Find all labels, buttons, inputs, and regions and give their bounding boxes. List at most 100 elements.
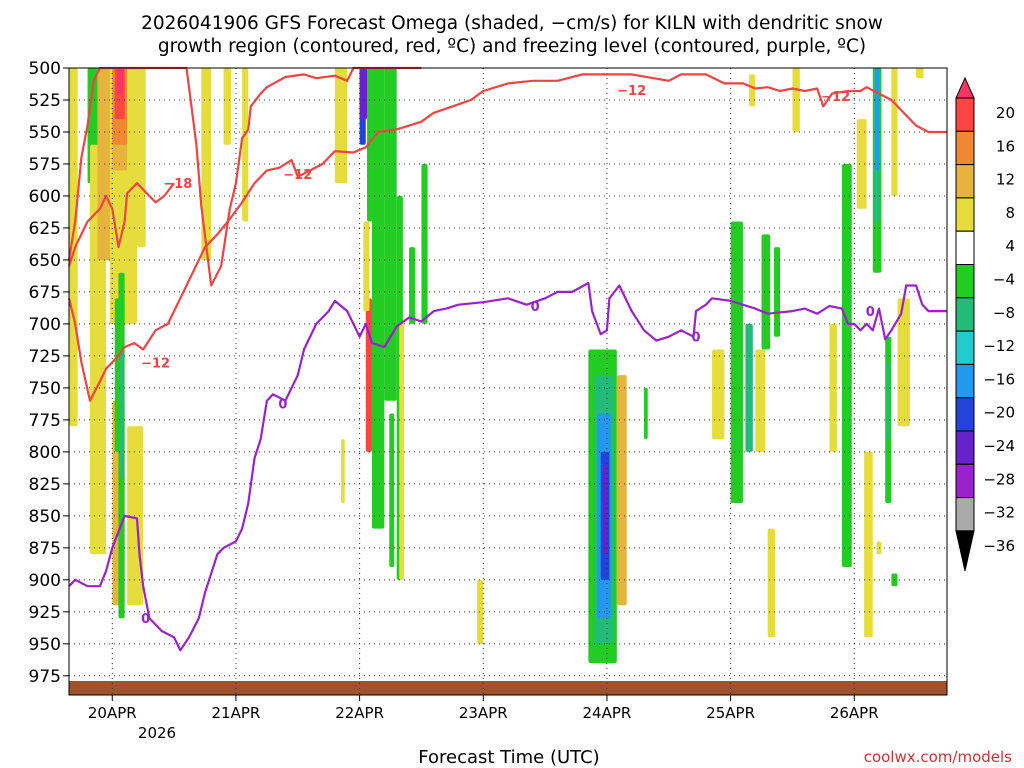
colorbar-seg-7: [955, 297, 975, 332]
colorbar-top-arrow: [955, 76, 975, 99]
y-tick-label-825: 825: [29, 475, 61, 495]
y-tick-label-625: 625: [29, 219, 61, 239]
colorbar-bottom-arrow: [955, 530, 975, 572]
contours: [67, 66, 947, 652]
colorbar-seg-2: [955, 130, 975, 166]
contour-label-4: −12: [821, 90, 850, 105]
colorbar-label-11: −28: [983, 470, 1015, 488]
y-tick-label-925: 925: [29, 603, 61, 623]
omega-cell-17: [242, 68, 249, 222]
colorbar-label-0: 20: [996, 104, 1015, 122]
y-tick-label-900: 900: [29, 571, 61, 591]
colorbar-label-9: −20: [983, 404, 1015, 422]
omega-cell-14: [119, 349, 124, 478]
y-tick-label-750: 750: [29, 379, 61, 399]
omega-cell-48: [792, 68, 800, 132]
omega-cell-26: [384, 68, 397, 401]
colorbar-seg-4: [955, 197, 975, 232]
omega-cell-63: [916, 68, 924, 79]
colorbar-seg-9: [955, 363, 975, 399]
colorbar-label-2: 12: [996, 171, 1015, 189]
omega-cell-60: [876, 541, 882, 555]
omega-cell-45: [761, 234, 771, 350]
omega-cell-47: [749, 74, 756, 107]
omega-cell-16: [223, 68, 231, 145]
y-tick-label-875: 875: [29, 539, 61, 559]
colorbar-seg-5: [955, 230, 975, 265]
x-tick-label-22APR: 22APR: [335, 704, 384, 722]
plot-frame: [68, 67, 948, 696]
colorbar-seg-3: [955, 164, 975, 199]
grid: [69, 67, 947, 695]
contour-label-7: 0: [531, 300, 540, 315]
x-tick-label-20APR: 20APR: [88, 704, 137, 722]
colorbar-label-6: −8: [993, 304, 1015, 322]
omega-cell-42: [736, 400, 741, 452]
x-tick-label-25APR: 25APR: [706, 704, 755, 722]
omega-cell-22: [367, 68, 372, 222]
contour-label-5: 0: [141, 612, 150, 627]
y-tick-label-950: 950: [29, 635, 61, 655]
omega-cell-21: [359, 68, 368, 120]
colorbar-seg-8: [955, 330, 975, 365]
omega-cell-46: [773, 247, 781, 337]
colorbar: 20 16 12 8 4 −4 −8 −12 −16 −20 −24 −28 −32 −36: [955, 76, 1015, 572]
contour-label-0: −18: [163, 177, 192, 192]
omega-cell-58: [886, 362, 891, 440]
y-tick-label-675: 675: [29, 283, 61, 303]
colorbar-label-1: 16: [996, 137, 1015, 155]
y-tick-label-800: 800: [29, 443, 61, 463]
contour-label-1: −12: [283, 168, 312, 183]
year-label: 2026: [138, 724, 176, 742]
x-axis: 20APR 21APR 22APR 23APR 24APR 25APR 26APR: [88, 695, 879, 722]
chart-title-line1: 2026041906 GFS Forecast Omega (shaded, −…: [141, 13, 883, 34]
colorbar-seg-12: [955, 463, 975, 499]
omega-cell-30: [421, 163, 428, 324]
omega-cell-38: [616, 375, 627, 606]
y-axis: 500 525 550 575 600 625 650 675 700 725 750 775 800 8…: [29, 59, 69, 687]
y-tick-label-575: 575: [29, 155, 61, 175]
colorbar-seg-10: [955, 397, 975, 432]
contour-label-2: −12: [141, 356, 170, 371]
y-tick-label-550: 550: [29, 123, 61, 143]
omega-cell-41: [730, 221, 743, 504]
omega-cell-27: [389, 413, 395, 568]
x-tick-label-26APR: 26APR: [830, 704, 879, 722]
contour-label-9: 0: [866, 305, 875, 320]
omega-cell-31: [399, 323, 405, 580]
omega-cell-19: [341, 439, 345, 504]
contour-dgz--12-upper: [67, 66, 422, 287]
omega-cell-39: [644, 387, 648, 440]
omega-cell-23: [365, 298, 372, 452]
contour-dgz--18: [67, 182, 175, 267]
y-tick-label-525: 525: [29, 91, 61, 111]
colorbar-label-8: −16: [983, 370, 1015, 388]
omega-cell-15: [201, 68, 212, 260]
colorbar-label-3: 8: [1005, 204, 1015, 222]
colorbar-label-5: −4: [993, 271, 1015, 289]
colorbar-seg-13: [955, 497, 975, 532]
y-tick-label-700: 700: [29, 315, 61, 335]
omega-cell-40: [712, 349, 725, 440]
colorbar-label-13: −36: [983, 537, 1015, 555]
colorbar-seg-6: [955, 264, 975, 299]
y-tick-label-975: 975: [29, 667, 61, 687]
contour-labels: −18 −12 −12 −12 −12 0 0 0 0 0: [141, 84, 875, 627]
y-tick-label-600: 600: [29, 187, 61, 207]
contour-label-8: 0: [691, 331, 700, 346]
x-tick-label-24APR: 24APR: [583, 704, 632, 722]
omega-cell-52: [856, 119, 867, 209]
contour-label-3: −12: [617, 84, 646, 99]
colorbar-label-12: −32: [983, 504, 1015, 522]
omega-cell-62: [897, 298, 910, 427]
y-tick-label-775: 775: [29, 411, 61, 431]
colorbar-label-10: −24: [983, 437, 1015, 455]
omega-cell-8: [117, 68, 124, 94]
chart-title-line2: growth region (contoured, red, ºC) and f…: [158, 36, 866, 57]
omega-cell-50: [829, 323, 837, 452]
ground-band: [69, 681, 947, 695]
x-tick-label-21APR: 21APR: [212, 704, 261, 722]
contour-label-6: 0: [278, 397, 287, 412]
contour-dgz--12-lower: [67, 73, 947, 402]
